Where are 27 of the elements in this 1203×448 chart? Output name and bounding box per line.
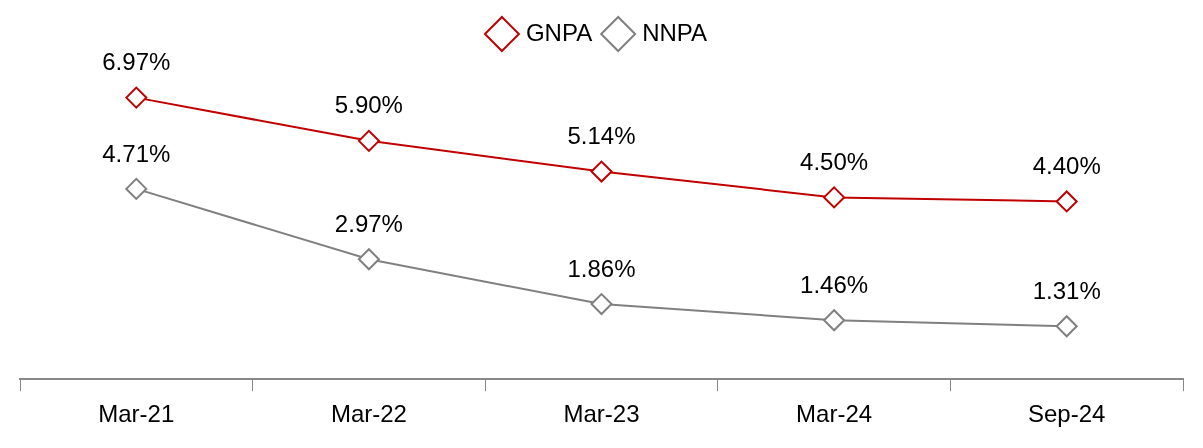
point bbox=[357, 129, 380, 152]
point bbox=[823, 186, 846, 209]
data-label: 1.86% bbox=[567, 254, 636, 282]
point bbox=[1055, 315, 1078, 338]
data-label: 2.97% bbox=[334, 209, 403, 237]
point bbox=[823, 309, 846, 332]
x-tick-label: Mar-21 bbox=[98, 400, 175, 428]
data-label: 4.40% bbox=[1032, 152, 1101, 180]
point bbox=[357, 248, 380, 271]
data-label: 5.14% bbox=[567, 122, 636, 150]
point bbox=[125, 177, 148, 200]
x-tick-label: Mar-22 bbox=[330, 400, 407, 428]
x-tick-label: Mar-23 bbox=[563, 400, 640, 428]
data-label: 1.46% bbox=[800, 270, 869, 298]
x-tick-label: Sep-24 bbox=[1028, 400, 1106, 428]
data-label: 5.90% bbox=[334, 91, 403, 119]
data-label: 4.50% bbox=[800, 148, 869, 176]
point bbox=[125, 86, 148, 109]
x-tick-label: Mar-24 bbox=[796, 400, 873, 428]
legend-label: GNPA bbox=[525, 18, 593, 46]
data-label: 4.71% bbox=[102, 139, 171, 167]
point bbox=[590, 160, 613, 183]
data-label: 6.97% bbox=[102, 48, 171, 76]
legend-label: NNPA bbox=[642, 18, 708, 46]
point bbox=[590, 293, 613, 316]
data-label: 1.31% bbox=[1032, 276, 1101, 304]
point bbox=[1055, 190, 1078, 213]
